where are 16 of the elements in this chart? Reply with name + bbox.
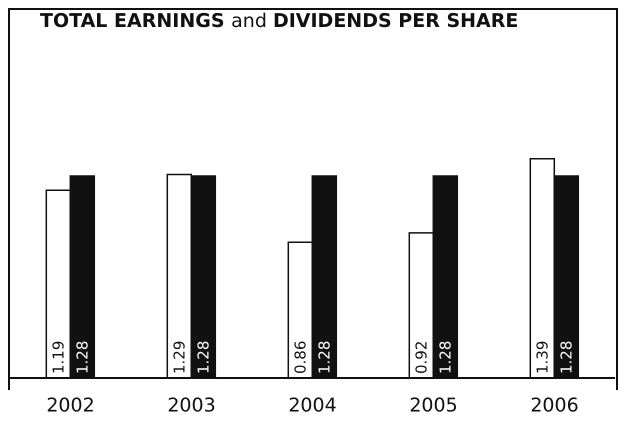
x-tick-label: 2003 xyxy=(167,394,216,416)
data-label: 1.28 xyxy=(315,340,334,374)
x-tick-label: 2006 xyxy=(530,394,579,416)
x-tick-label: 2004 xyxy=(288,394,337,416)
data-label: 1.39 xyxy=(533,340,552,374)
x-tick-label: 2005 xyxy=(409,394,458,416)
data-label: 0.86 xyxy=(291,340,310,374)
data-label: 1.29 xyxy=(170,340,188,374)
data-label: 1.28 xyxy=(557,340,576,374)
data-label: 1.28 xyxy=(194,340,212,374)
data-label: 1.19 xyxy=(49,340,68,374)
data-label: 1.28 xyxy=(436,340,454,374)
data-label: 1.28 xyxy=(73,340,92,374)
data-label: 0.92 xyxy=(412,340,430,374)
chart-title: TOTAL EARNINGS and DIVIDENDS PER SHARE xyxy=(40,10,518,32)
x-tick-label: 2002 xyxy=(46,394,95,416)
